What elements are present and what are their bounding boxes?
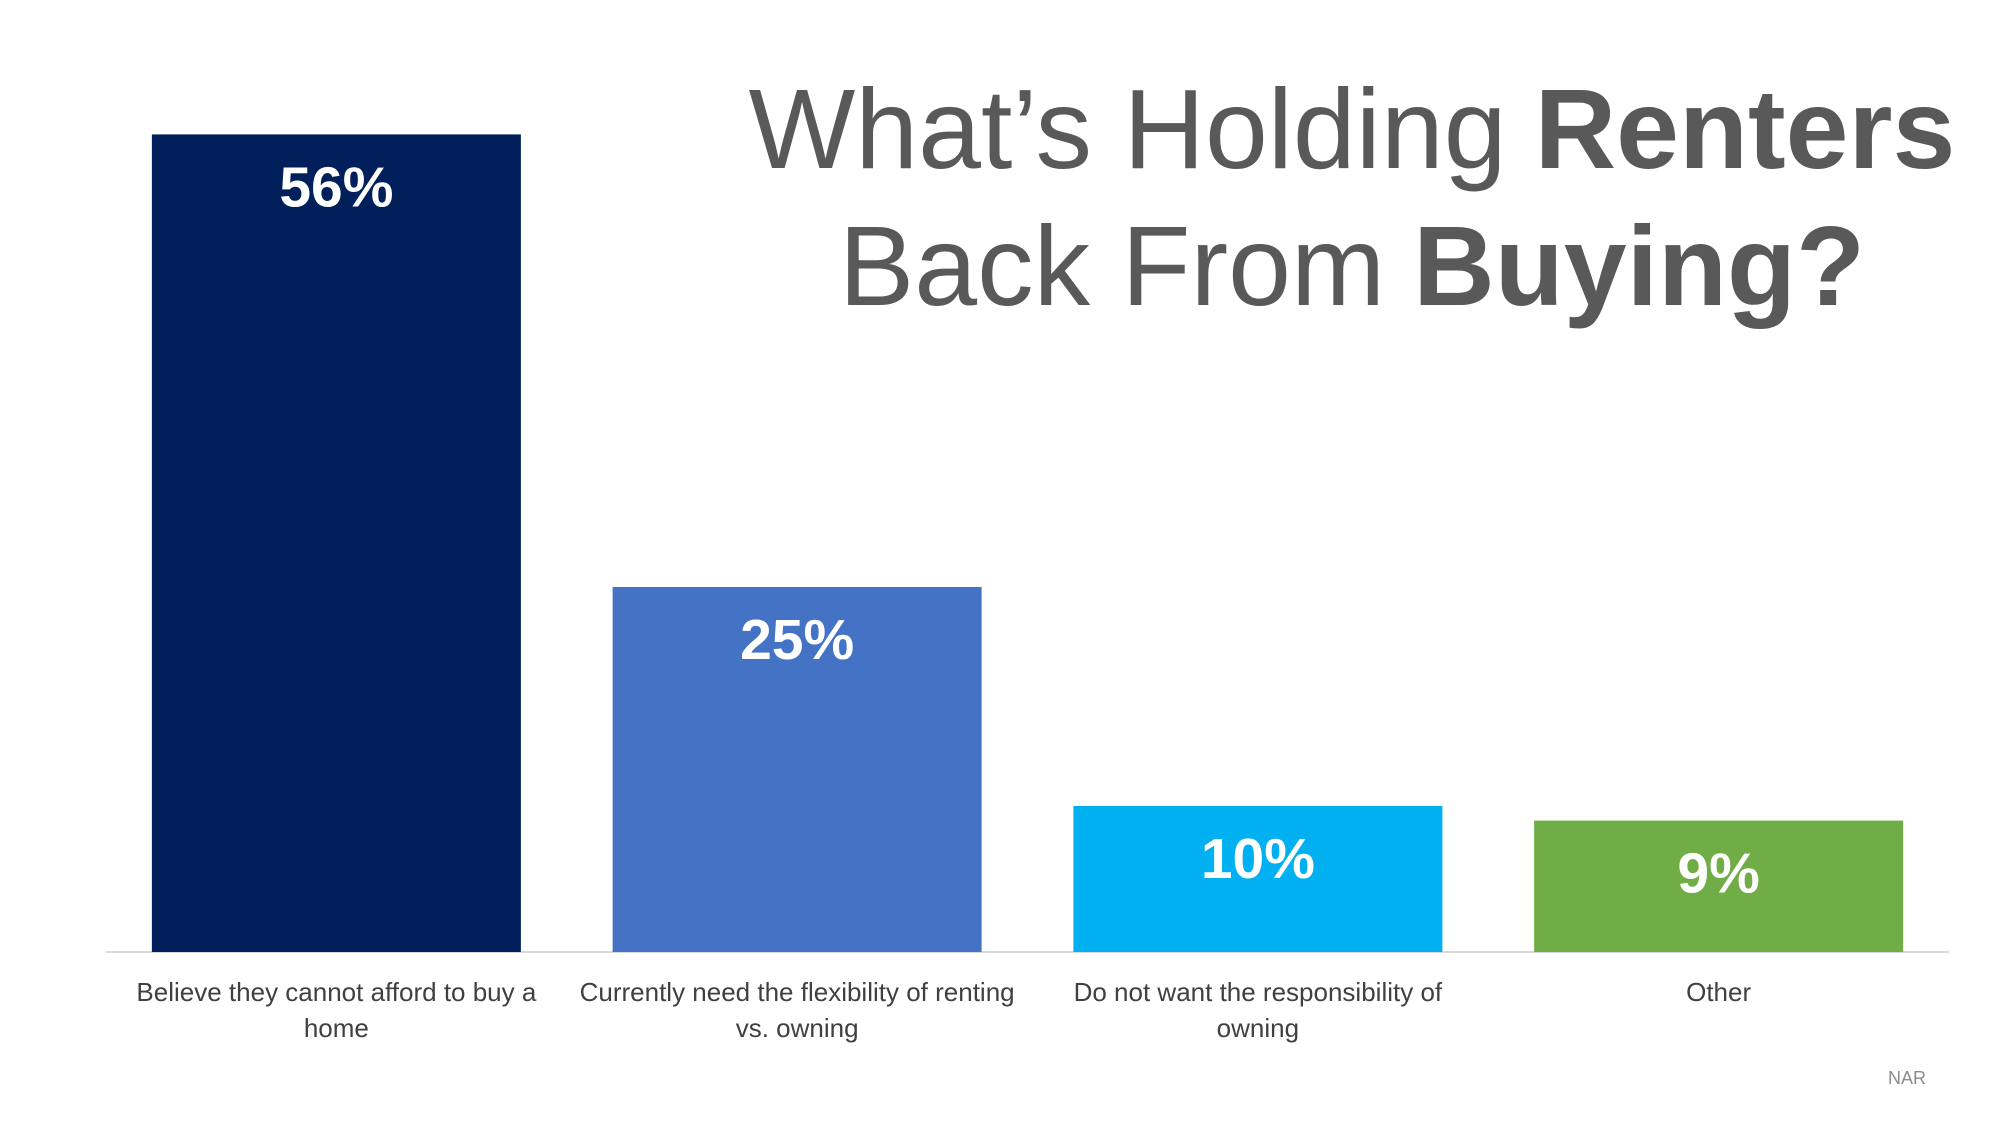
source: NAR xyxy=(1888,1068,1927,1088)
bar xyxy=(151,134,521,952)
x-tick-label: Currently need the flexibility of rentin… xyxy=(579,977,1015,1043)
value-label: 25% xyxy=(740,608,854,672)
value-label: 9% xyxy=(1677,842,1759,906)
bar xyxy=(1073,806,1443,952)
x-tick-label: Believe they cannot afford to buy a home xyxy=(136,977,537,1043)
bar xyxy=(1534,820,1904,952)
x-tick-label: Other xyxy=(1686,977,1752,1007)
chart-title-line-1: What’s Holding Renters xyxy=(749,66,1956,192)
title-part: Back From xyxy=(839,203,1385,329)
title-part: What’s Holding xyxy=(749,66,1507,192)
title-part-bold: Buying? xyxy=(1413,203,1865,329)
chart-title-line-2: Back From Buying? xyxy=(839,203,1865,329)
bar xyxy=(612,587,982,952)
title-part-bold: Renters xyxy=(1535,66,1956,192)
value-label: 10% xyxy=(1201,827,1315,891)
x-tick-label: Do not want the responsibility of owning xyxy=(1073,977,1443,1043)
value-label: 56% xyxy=(279,155,393,219)
